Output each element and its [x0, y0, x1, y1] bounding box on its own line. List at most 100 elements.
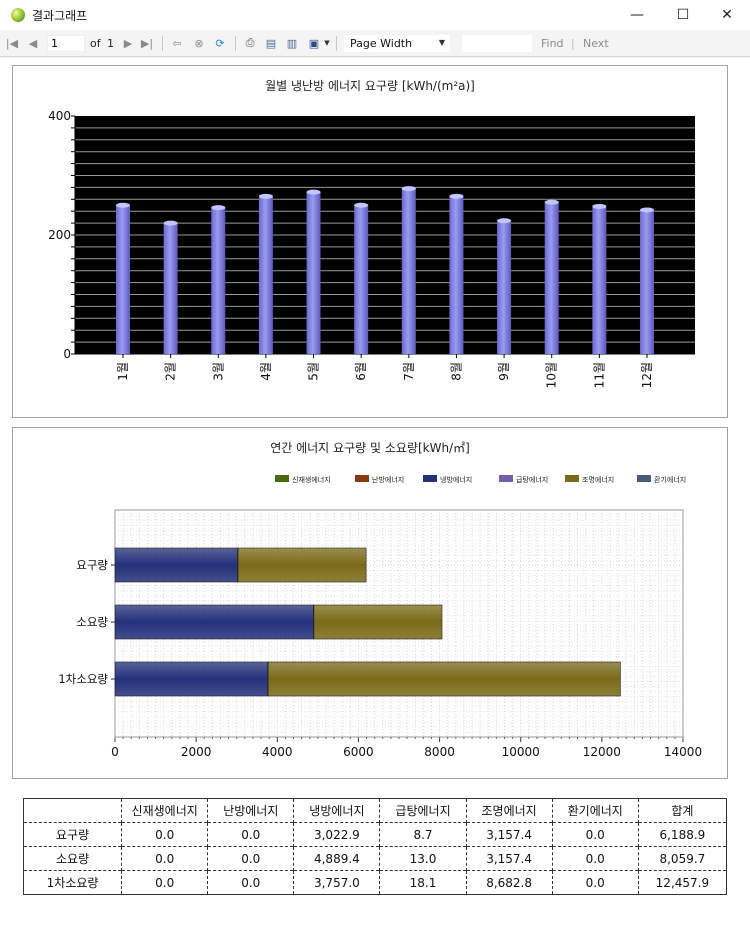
x-tick-label: 10월	[545, 362, 559, 388]
toolbar-separator	[162, 36, 163, 51]
of-label: of	[90, 36, 101, 50]
bar-cap	[354, 202, 369, 208]
table-cell: 8.7	[379, 822, 467, 847]
monthly-chart-title: 월별 냉난방 에너지 요구량 [kWh/(m²a)]	[265, 79, 475, 93]
prev-page-icon[interactable]: ◀	[28, 36, 38, 50]
page-number-input[interactable]	[47, 35, 85, 52]
page-setup-icon[interactable]: ▥	[286, 36, 298, 50]
y-tick-label: 1차소요량	[58, 672, 108, 686]
legend-swatch	[565, 475, 579, 482]
bar	[116, 205, 130, 354]
x-tick-label: 9월	[497, 362, 511, 381]
first-page-icon[interactable]: |◀	[5, 36, 19, 50]
title-bar: 결과그래프 — ☐ ✕	[0, 0, 750, 30]
legend-label: 신재생에너지	[292, 475, 331, 484]
last-page-icon[interactable]: ▶|	[140, 36, 154, 50]
table-row: 소요량 0.0 0.0 4,889.4 13.0 3,157.4 0.0 8,059.7	[22, 846, 727, 871]
legend-label: 난방에너지	[372, 475, 404, 484]
export-dropdown-icon[interactable]: ▼	[324, 39, 330, 47]
x-tick-label: 4000	[262, 745, 293, 759]
find-button[interactable]: Find	[541, 36, 564, 50]
table-row: 요구량 0.0 0.0 3,022.9 8.7 3,157.4 0.0 6,188.9	[22, 822, 727, 847]
table-cell: 0.0	[551, 870, 639, 895]
minimize-button[interactable]: —	[630, 7, 644, 23]
row-label: 요구량	[22, 822, 122, 847]
refresh-icon[interactable]: ⟳	[215, 36, 225, 50]
table-cell: 0.0	[121, 822, 208, 847]
next-page-icon[interactable]: ▶	[123, 36, 133, 50]
bar-segment	[313, 604, 443, 640]
y-tick-label: 0	[63, 347, 71, 361]
column-header: 난방에너지	[207, 798, 294, 823]
report-area: 월별 냉난방 에너지 요구량 [kWh/(m²a)] 400 200 0 1월 2…	[0, 58, 750, 932]
find-next-button[interactable]: Next	[583, 36, 609, 50]
column-header: 합계	[637, 798, 727, 823]
bar-cap	[116, 202, 130, 208]
table-cell: 3,157.4	[465, 822, 553, 847]
x-tick-label: 10000	[502, 745, 540, 759]
column-header	[22, 798, 122, 823]
bar	[258, 196, 273, 354]
x-tick-label: 3월	[211, 362, 225, 381]
bar	[163, 223, 178, 354]
page-layout-icon[interactable]: ▤	[265, 36, 277, 50]
export-icon[interactable]: ▣	[308, 36, 320, 50]
legend-label: 환기에너지	[654, 475, 686, 484]
window-title: 결과그래프	[32, 9, 88, 23]
annual-chart-title: 연간 에너지 요구량 및 소요량[kWh/㎡]	[270, 441, 470, 455]
x-tick-label: 12000	[583, 745, 621, 759]
column-header: 조명에너지	[465, 798, 553, 823]
annual-chart-panel: 연간 에너지 요구량 및 소요량[kWh/㎡] 신재생에너지 난방에너지 냉방에너지…	[12, 427, 728, 779]
bar	[497, 220, 512, 354]
x-tick-label: 0	[111, 745, 119, 759]
bar	[354, 205, 369, 354]
bar-segment	[237, 547, 367, 583]
bar	[449, 196, 464, 354]
toolbar-separator	[235, 36, 236, 51]
table-cell: 8,059.7	[637, 846, 727, 871]
total-pages: 1	[107, 36, 114, 50]
bar-cap	[306, 189, 321, 195]
back-icon[interactable]: ⇦	[172, 36, 182, 50]
table-cell: 0.0	[551, 846, 639, 871]
column-header: 급탕에너지	[379, 798, 467, 823]
toolbar-separator: |	[571, 36, 575, 50]
table-cell: 0.0	[121, 870, 208, 895]
zoom-select[interactable]: Page Width ▼	[344, 35, 450, 52]
column-header: 환기에너지	[551, 798, 639, 823]
column-header: 신재생에너지	[121, 798, 208, 823]
table-cell: 0.0	[207, 846, 294, 871]
x-tick-label: 2월	[164, 362, 178, 381]
x-tick-label: 11월	[592, 362, 606, 388]
bar-cap	[592, 203, 607, 209]
bar-segment	[114, 661, 268, 697]
x-tick-label: 4월	[259, 362, 273, 381]
bar	[211, 207, 226, 354]
bar	[544, 202, 559, 354]
table-cell: 8,682.8	[465, 870, 553, 895]
bar-segment	[267, 661, 621, 697]
legend-swatch	[423, 475, 437, 482]
x-tick-label: 2000	[181, 745, 212, 759]
x-tick-label: 7월	[402, 362, 416, 381]
legend-swatch	[355, 475, 369, 482]
bar-cap	[258, 193, 273, 199]
legend-swatch	[637, 475, 651, 482]
bar	[592, 206, 607, 354]
maximize-button[interactable]: ☐	[676, 7, 690, 23]
print-icon[interactable]: ⎙	[245, 36, 255, 49]
bar-cap	[211, 205, 226, 211]
bar-cap	[640, 207, 654, 213]
table-cell: 3,157.4	[465, 846, 553, 871]
stop-icon[interactable]: ⊗	[194, 36, 204, 50]
x-tick-label: 1월	[116, 362, 130, 381]
zoom-value: Page Width	[350, 37, 413, 50]
bar	[640, 210, 654, 354]
table-row: 1차소요량 0.0 0.0 3,757.0 18.1 8,682.8 0.0 12,457.9	[22, 870, 727, 895]
close-button[interactable]: ✕	[721, 7, 733, 23]
legend-label: 조명에너지	[582, 475, 614, 484]
x-tick-label: 6월	[354, 362, 368, 381]
bar	[306, 192, 321, 354]
bar-segment	[114, 604, 314, 640]
find-input[interactable]	[462, 35, 532, 52]
